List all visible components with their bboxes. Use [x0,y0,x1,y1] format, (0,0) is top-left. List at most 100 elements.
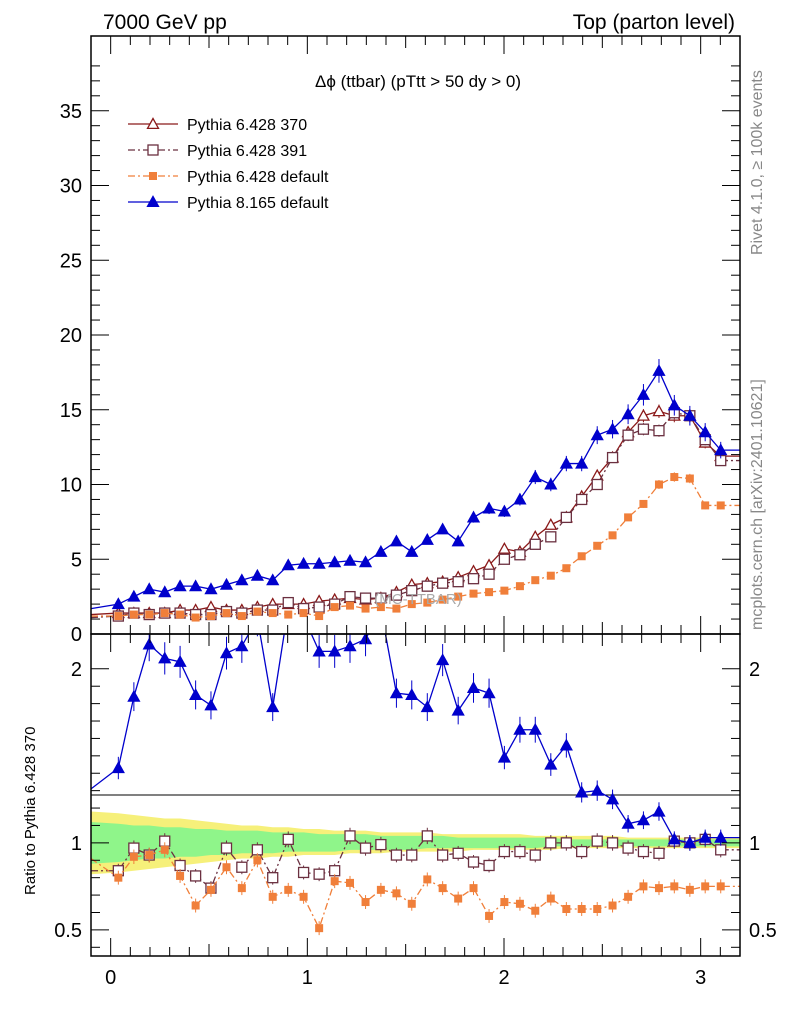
series-3-point [621,407,635,420]
ratio-pythia-8-165-default-point [590,783,604,796]
ratio-pythia-6-428-default-point [716,882,725,891]
rivet-version-label: Rivet 4.1.0, ≥ 100k events [749,70,766,255]
series-2-point [376,603,385,612]
series-2-point [531,576,540,585]
series-3-point [250,568,264,581]
ratio-pythia-6-428-391-point [282,833,294,846]
ratio-pythia-6-428-391-point [220,842,233,854]
series-2-point [515,582,524,591]
ratio-pythia-8-165-default-point [451,703,465,716]
ratio-pythia-6-428-default-point [485,911,494,920]
ratio-pythia-6-428-391-point [436,849,449,861]
ratio-pythia-6-428-391-point [498,845,511,858]
series-2-point [237,612,246,621]
ratio-pythia-8-165-default-point [466,681,481,694]
series-2-point [407,600,416,609]
series-2-point [346,601,355,610]
series-3-point [436,522,450,535]
ratio-pythia-6-428-default-point [500,898,509,907]
ratio-series-layer [91,634,740,936]
ratio-pythia-6-428-default-point [515,899,524,908]
series-2-point [485,588,494,597]
series-2-point [701,501,710,510]
series-3-point [605,422,620,435]
ratio-pythia-6-428-default-point [268,892,277,901]
ratio-pythia-6-428-default-point [330,877,339,886]
chart-title: Δϕ (ttbar) (pTtt > 50 dy > 0) [315,72,521,91]
series-3-point [281,558,295,571]
series-2-point [639,499,648,508]
series-3-point [358,555,373,568]
watermark-label: (MC-TTBAR) [374,591,461,608]
series-1-point [514,549,526,561]
ratio-pythia-6-428-default-point [624,892,633,901]
ratio-pythia-6-428-391-point [576,845,588,858]
series-3-point [296,556,311,569]
ratio-pythia-6-428-default-point [176,871,185,880]
ratio-pythia-8-165-default-point [173,655,187,667]
series-1-point [498,553,511,565]
ratio-pythia-6-428-default-point [685,885,694,894]
legend-marker [147,144,159,156]
ratio-pythia-8-165-default-point [698,830,712,843]
ratio-pythia-8-165-default-point [683,836,697,848]
ratio-pythia-6-428-391-point [189,870,202,882]
ratio-pythia-6-428-391-point [359,842,372,854]
series-1-point [483,568,495,580]
series-3-point [559,456,573,469]
ratio-y-axis-label: Ratio to Pythia 6.428 370 [22,727,39,895]
series-2-point [685,474,694,483]
ratio-pythia-6-428-default-point [423,875,432,884]
series-2-point [670,473,679,482]
ratio-pythia-6-428-default-point [361,898,370,907]
series-1-point [390,589,403,601]
series-1-point [406,584,418,597]
ratio-pythia-8-165-default-point [189,688,203,700]
ratio-pythia-6-428-default-point [346,878,355,887]
ratio-pythia-8-165-default-point [652,804,666,817]
legend-label: Pythia 6.428 391 [187,143,307,160]
ratio-pythia-6-428-391-point [622,842,634,854]
series-2-point [454,592,463,601]
ratio-pythia-6-428-391-point [606,837,619,849]
ratio-pythia-8-165-default-point [204,698,218,711]
ratio-pythia-8-165-default-point [358,634,373,645]
series-2-point [315,612,324,621]
ratio-pythia-8-165-default-point [219,646,234,659]
ratio-pythia-6-428-391-point [560,837,572,849]
ratio-pythia-6-428-default-point [222,863,231,872]
ratio-pythia-6-428-391-point [390,849,403,861]
ratio-pythia-6-428-default-point [701,882,710,891]
ratio-pythia-8-165-default-point [158,651,172,664]
series-1-point [436,577,449,589]
ratio-pythia-8-165-default-point [559,738,573,751]
legend-label: Pythia 8.165 default [187,195,329,212]
legend: Pythia 6.428 370 Pythia 6.428 391 Pythia 6… [128,117,329,212]
series-2-point [500,586,509,595]
series-0-line [90,410,740,616]
ratio-panel-frame [90,633,741,957]
series-2-point [284,610,293,619]
series-2-point [299,609,308,618]
series-3-point [714,443,728,456]
series-3-point [590,428,604,441]
ratio-pythia-6-428-391-point [421,830,433,842]
series-3-point [575,456,589,469]
ratio-pythia-6-428-default-point [531,906,540,915]
ratio-pythia-8-165-default-point [575,785,589,798]
series-1-point [344,590,356,603]
series-1-point [359,592,372,604]
y-tick-label: 0 [71,624,82,646]
series-3-point [698,425,712,438]
ratio-pythia-6-428-default-point [129,852,138,861]
series-3-point [204,582,218,595]
mcplots-label: mcplots.cern.ch [arXiv:2401.10621] [749,379,766,630]
series-3-line [90,369,740,610]
series-3-point [466,510,481,523]
ratio-pythia-8-165-default-point [266,700,280,713]
ratio-pythia-8-165-default-point [343,639,357,652]
ratio-y-tick-label-right: 0.5 [749,920,777,942]
series-3-point [513,492,527,505]
ratio-pythia-6-428-default-point [577,905,586,914]
